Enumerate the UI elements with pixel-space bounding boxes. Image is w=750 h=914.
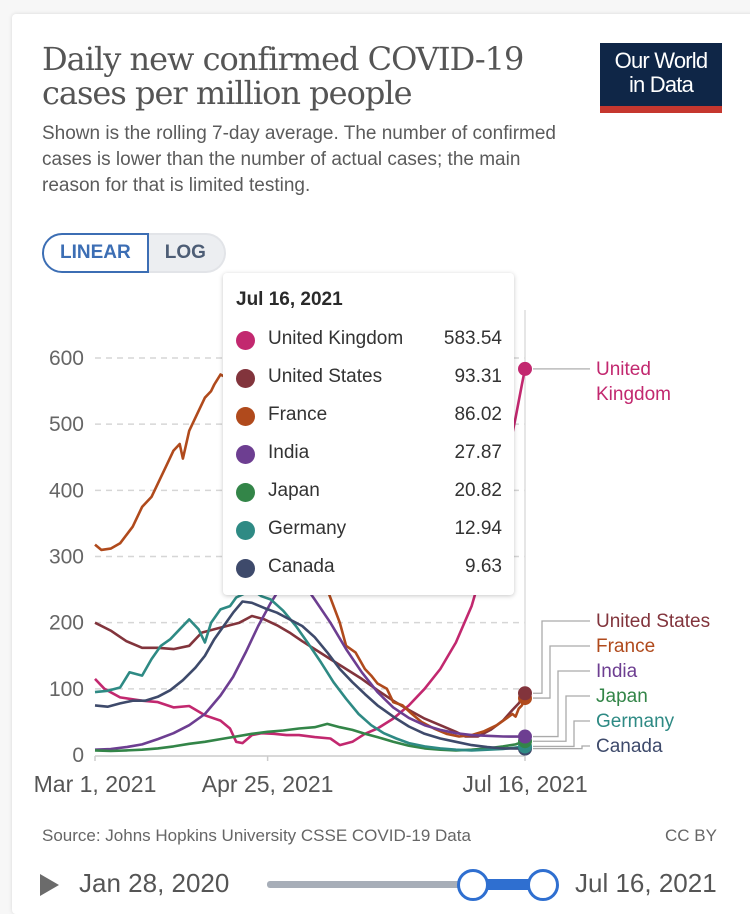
series-label-canada[interactable]: Canada bbox=[596, 736, 663, 757]
source-note[interactable]: Source: Johns Hopkins University CSSE CO… bbox=[42, 826, 471, 845]
chart-title: Daily new confirmed COVID-19 cases per m… bbox=[42, 40, 524, 112]
timeline-track[interactable] bbox=[267, 881, 537, 888]
timeline-selected-range[interactable] bbox=[471, 879, 543, 890]
series-line-india bbox=[94, 573, 526, 751]
series-label-france[interactable]: France bbox=[596, 636, 656, 657]
series-color-dot bbox=[236, 559, 255, 578]
timeline-start-label: Jan 28, 2020 bbox=[79, 868, 230, 898]
tooltip-row: Canada 9.63 bbox=[236, 553, 502, 591]
tooltip-series-value: 86.02 bbox=[454, 404, 502, 425]
y-tick-label: 600 bbox=[49, 347, 84, 370]
series-color-dot bbox=[236, 407, 255, 426]
linear-scale-button[interactable]: LINEAR bbox=[42, 233, 149, 273]
tooltip-series-value: 93.31 bbox=[454, 366, 502, 387]
label-leader-lines bbox=[533, 368, 590, 750]
tooltip-series-name: India bbox=[268, 442, 310, 463]
y-axis-ticks: 0 100 200 300 400 500 600 bbox=[49, 347, 84, 767]
x-axis: Mar 1, 2021 Apr 25, 2021 Jul 16, 2021 bbox=[34, 310, 588, 797]
tooltip-series-value: 27.87 bbox=[454, 442, 502, 463]
tooltip-series-name: Germany bbox=[268, 518, 347, 539]
leader-line bbox=[533, 670, 590, 738]
timeline-end-label: Jul 16, 2021 bbox=[575, 868, 717, 898]
y-tick-label: 0 bbox=[72, 744, 84, 767]
owid-logo[interactable]: Our World in Data bbox=[600, 43, 722, 113]
play-icon[interactable] bbox=[40, 874, 59, 896]
y-tick-label: 500 bbox=[49, 413, 84, 436]
log-scale-button[interactable]: LOG bbox=[148, 233, 226, 273]
tooltip-row: United States 93.31 bbox=[236, 363, 502, 401]
tooltip-row: Germany 12.94 bbox=[236, 515, 502, 553]
series-line-united-states bbox=[94, 614, 527, 738]
tooltip-series-name: United Kingdom bbox=[268, 328, 404, 349]
tooltip-series-name: Canada bbox=[268, 556, 335, 577]
leader-line bbox=[533, 745, 590, 750]
logo-accent-bar bbox=[600, 106, 722, 113]
tooltip-series-name: Japan bbox=[268, 480, 320, 501]
leader-line bbox=[533, 695, 590, 742]
leader-line bbox=[533, 720, 590, 748]
series-label-japan[interactable]: Japan bbox=[596, 686, 648, 707]
x-tick-label: Jul 16, 2021 bbox=[462, 771, 587, 797]
series-label-united-kingdom[interactable]: United Kingdom bbox=[596, 359, 671, 405]
series-color-dot bbox=[236, 521, 255, 540]
series-color-dot bbox=[236, 331, 255, 350]
tooltip-series-value: 20.82 bbox=[454, 480, 502, 501]
logo-line-2: in Data bbox=[628, 72, 694, 97]
series-line-canada bbox=[94, 600, 526, 750]
y-tick-label: 200 bbox=[49, 612, 84, 635]
series-line-germany bbox=[94, 588, 526, 752]
y-tick-label: 400 bbox=[49, 479, 84, 502]
leader-line bbox=[533, 620, 590, 694]
timeline-start-handle[interactable] bbox=[457, 869, 489, 901]
series-label-germany[interactable]: Germany bbox=[596, 711, 675, 732]
tooltip-date: Jul 16, 2021 bbox=[236, 289, 343, 310]
tooltip-series-name: France bbox=[268, 404, 328, 425]
tooltip-row: France 86.02 bbox=[236, 401, 502, 439]
series-color-dot bbox=[236, 369, 255, 388]
tooltip-series-value: 583.54 bbox=[443, 328, 502, 349]
chart-subtitle: Shown is the rolling 7-day average. The … bbox=[42, 123, 556, 196]
hover-tooltip: Jul 16, 2021 United Kingdom 583.54 United … bbox=[223, 273, 514, 595]
tooltip-row: United Kingdom 583.54 bbox=[236, 325, 502, 363]
x-tick-label: Apr 25, 2021 bbox=[202, 771, 334, 797]
y-tick-label: 100 bbox=[49, 678, 84, 701]
x-tick-label: Mar 1, 2021 bbox=[34, 771, 157, 797]
y-tick-label: 300 bbox=[49, 546, 84, 569]
tooltip-series-value: 9.63 bbox=[465, 556, 502, 577]
tooltip-row: Japan 20.82 bbox=[236, 477, 502, 515]
series-color-dot bbox=[236, 483, 255, 502]
logo-line-1: Our World bbox=[614, 48, 708, 73]
series-label-india[interactable]: India bbox=[596, 661, 638, 682]
license-link[interactable]: CC BY bbox=[665, 826, 717, 845]
end-marker-india bbox=[518, 729, 532, 744]
tooltip-series-value: 12.94 bbox=[454, 518, 502, 539]
series-label-united-states[interactable]: United States bbox=[596, 611, 711, 632]
scale-toggle: LINEAR LOG bbox=[42, 233, 226, 273]
tooltip-row: India 27.87 bbox=[236, 439, 502, 477]
series-color-dot bbox=[236, 445, 255, 464]
end-marker-united-kingdom bbox=[518, 361, 532, 376]
end-markers bbox=[518, 361, 532, 756]
tooltip-series-name: United States bbox=[268, 366, 383, 387]
leader-line bbox=[533, 645, 590, 699]
end-marker-united-states bbox=[518, 686, 532, 701]
timeline-end-handle[interactable] bbox=[527, 869, 559, 901]
